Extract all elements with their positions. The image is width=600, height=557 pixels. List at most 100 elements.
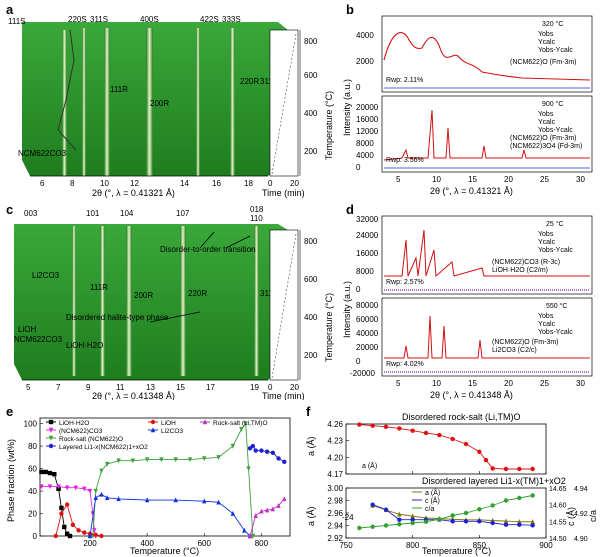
legend-entry: Yobs [538, 313, 554, 320]
data-point [62, 524, 67, 530]
data-point [437, 517, 442, 522]
y-tick: 200 [304, 147, 318, 156]
data-point [264, 449, 270, 454]
temp-label: 320 °C [542, 20, 563, 28]
legend-entry: Yobs-Ycalc [538, 247, 573, 254]
legend-label: Layered Li1-x(NCM622)1+xO2 [59, 444, 148, 451]
data-point [70, 522, 76, 527]
y-tick-label: 4.17 [327, 470, 343, 479]
data-point [239, 427, 244, 432]
data-point [48, 435, 54, 441]
panel-letter: c [6, 202, 13, 217]
data-point [48, 419, 54, 425]
data-point [463, 519, 469, 524]
data-point [159, 457, 164, 463]
x-tick: 10 [432, 379, 441, 388]
peak-label: 400S [140, 15, 159, 24]
data-point [150, 427, 156, 433]
plot-frame [345, 423, 547, 475]
data-point [187, 457, 193, 463]
data-point [517, 495, 522, 501]
data-point [93, 488, 98, 494]
data-point [144, 457, 150, 463]
y3-tick-label: 4.90 [574, 536, 588, 543]
y-axis-label: Temperature (°C) [324, 293, 334, 362]
data-point [370, 502, 375, 507]
y-axis-label: a (Å) [306, 436, 316, 456]
data-point [282, 459, 287, 465]
x-tick: 30 [576, 379, 585, 388]
waterfall-surface [14, 224, 288, 380]
peak-label: 104 [120, 209, 134, 218]
time-tick: 0 [268, 383, 273, 392]
y-tick: 400 [304, 109, 318, 118]
y-tick-label: 4.23 [327, 437, 343, 446]
y-tick: 20000 [356, 343, 379, 352]
peak-label: 101 [86, 209, 100, 218]
time-tick: 20 [290, 179, 299, 188]
data-point [230, 510, 236, 516]
data-point [530, 523, 535, 528]
y3-tick-label: 4.92 [574, 511, 588, 518]
peak-label: 333S [222, 15, 241, 24]
data-point [530, 493, 535, 498]
legend-entry: Yobs [538, 31, 554, 38]
y-axis-label: Temperature (°C) [324, 91, 334, 160]
data-point [383, 523, 389, 528]
y-tick: 800 [304, 237, 318, 246]
y-tick-label: 60 [28, 465, 37, 474]
data-point [410, 513, 415, 519]
y-axis-label: Intensity (a.u.) [342, 79, 352, 136]
data-point [82, 530, 87, 535]
y-tick-label: 4.20 [327, 453, 343, 462]
data-point [463, 441, 469, 447]
edge-label: -24 [342, 513, 354, 522]
data-point [150, 419, 156, 425]
panel-c: c 003 101 104 107 018 110 111R 200R 220R… [6, 202, 334, 400]
y-tick: 800 [304, 37, 318, 46]
data-point [242, 527, 247, 533]
x-tick: 15 [468, 175, 477, 184]
rwp-label: Rwp: 4.02% [386, 361, 424, 368]
peak-label: 422S [200, 15, 219, 24]
y-tick-label: 2.96 [327, 509, 343, 518]
y-tick: 400 [304, 313, 318, 322]
annotation: LiOH [18, 325, 36, 334]
y-tick-label: 40 [28, 487, 37, 496]
data-point [76, 528, 81, 533]
rwp-label: Rwp: 2.11% [386, 77, 423, 84]
x-tick: 18 [244, 179, 253, 188]
data-point [116, 496, 121, 502]
legend-label: Rock-salt (NCM622)O [59, 436, 123, 443]
data-point [483, 457, 489, 463]
data-point [253, 448, 258, 453]
data-point [216, 499, 221, 505]
x-tick: 12 [130, 179, 139, 188]
fit-curve [383, 109, 590, 161]
x-tick: 19 [250, 383, 259, 392]
dark-trace [57, 29, 77, 151]
x-tick: 15 [468, 379, 477, 388]
x-axis-label: 2θ (°, λ = 0.41348 Å) [430, 390, 513, 400]
data-point [53, 533, 58, 539]
temp-label: 550 °C [546, 302, 567, 310]
phase-label: Li2CO3 (C2/c) [492, 347, 537, 354]
data-point [104, 461, 110, 467]
legend-entry: Yobs [538, 231, 554, 238]
y2-tick-label: 14.60 [549, 503, 567, 510]
peak-label: 003 [24, 209, 38, 218]
annotation: NCM622CO3 [14, 335, 63, 344]
data-point [450, 513, 455, 518]
data-point [370, 524, 375, 529]
data-point [93, 495, 98, 500]
data-point [202, 498, 207, 504]
annotation: LiOH·H2O [66, 341, 103, 350]
temp-label: 900 °C [542, 100, 563, 108]
fit-curve [383, 32, 591, 81]
data-point [246, 466, 251, 472]
legend-label: LiOH [161, 420, 176, 427]
x-tick: 5 [26, 383, 31, 392]
annotation: Li2CO3 [32, 271, 60, 280]
phase-label: (NCM622)O (Fm-3m) [510, 59, 577, 66]
data-point [99, 491, 104, 497]
